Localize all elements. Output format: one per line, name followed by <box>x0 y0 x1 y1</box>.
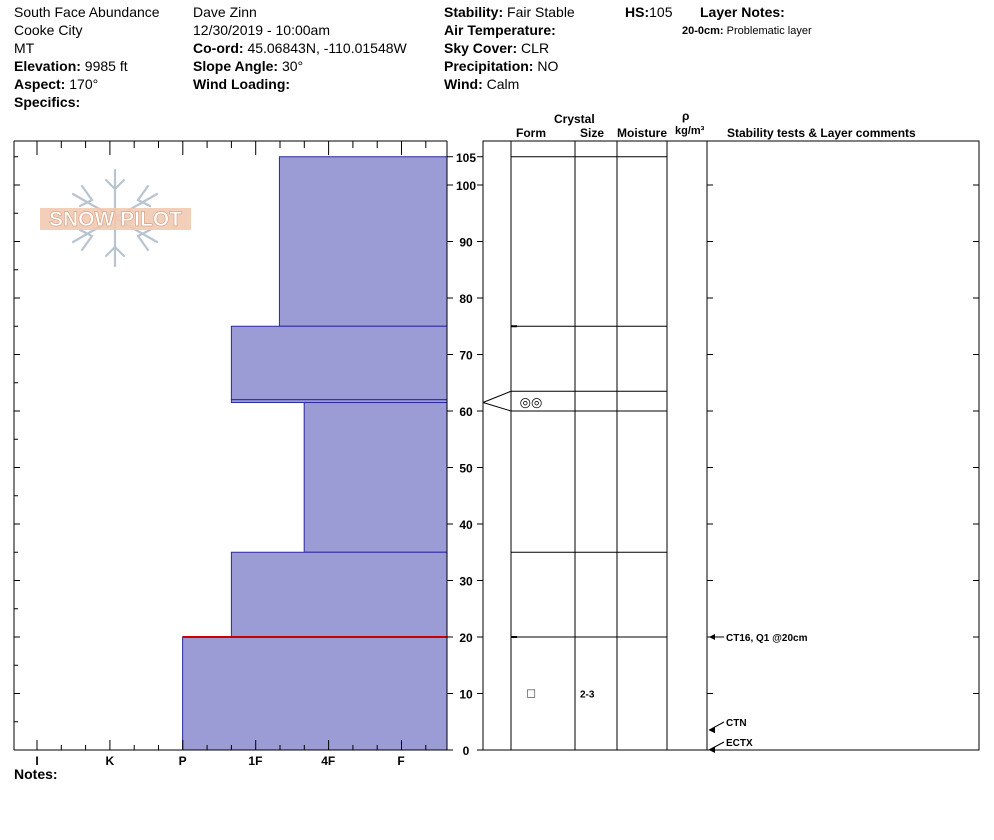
elevation-row: Elevation: 9985 ft <box>14 57 128 75</box>
hardness-tick-label: I <box>35 754 38 768</box>
stability-test-arrowhead <box>709 747 715 753</box>
height-tick-label: 50 <box>459 462 473 476</box>
height-tick-label: 70 <box>459 349 473 363</box>
height-tick-label: 80 <box>459 292 473 306</box>
layer-notes-label: Layer Notes: <box>700 4 785 20</box>
hardness-tick-label: P <box>179 754 187 768</box>
stability-test-pointer <box>708 721 725 731</box>
stability-value: Fair Stable <box>507 4 575 20</box>
wind-row: Wind: Calm <box>444 75 519 93</box>
stability-test-arrowhead <box>709 634 715 640</box>
stability-test-label: CT16, Q1 @20cm <box>726 633 808 644</box>
crystal-size-label: 2-3 <box>580 690 595 701</box>
coord-row: Co-ord: 45.06843N, -110.01548W <box>193 39 407 57</box>
hardness-layer-bar <box>182 636 448 751</box>
density-unit-header: kg/m³ <box>675 125 705 137</box>
specifics-label: Specifics: <box>14 94 81 110</box>
wind-loading-label: Wind Loading: <box>193 76 291 92</box>
crystal-panel-frame <box>482 140 980 751</box>
stability-label: Stability: <box>444 4 504 20</box>
sky-value: CLR <box>521 40 550 56</box>
aspect-row: Aspect: 170° <box>14 75 98 93</box>
hardness-layer-bar <box>230 325 448 401</box>
sky-row: Sky Cover: CLR <box>444 39 549 57</box>
stability-test-label: ECTX <box>726 738 753 749</box>
height-tick-label: 100 <box>456 179 476 193</box>
coord-value: 45.06843N, -110.01548W <box>247 40 407 56</box>
area-name: Cooke City <box>14 22 83 38</box>
crystal-header: Crystal <box>554 112 595 126</box>
sky-label: Sky Cover: <box>444 40 518 56</box>
stability-test-pointer <box>708 741 725 751</box>
hardness-tick-label: K <box>105 754 114 768</box>
hardness-tick-label: 1F <box>248 754 262 768</box>
snowpilot-logo: SNOW PILOT <box>40 168 191 268</box>
height-tick-label: 60 <box>459 405 473 419</box>
height-tick-label: 90 <box>459 236 473 250</box>
height-tick-label: 40 <box>459 518 473 532</box>
hardness-layer-bar <box>230 551 448 638</box>
height-tick-label: 10 <box>459 688 473 702</box>
observer-name: Dave Zinn <box>193 4 257 20</box>
layer-connector <box>482 390 512 403</box>
stability-test-arrowhead <box>709 727 715 734</box>
hardness-tick-label: F <box>397 754 404 768</box>
air-temp-label: Air Temperature: <box>444 22 556 38</box>
form-header: Form <box>516 126 546 140</box>
layer-note-depth: 20-0cm: <box>682 25 724 37</box>
notes-label: Notes: <box>14 766 58 782</box>
slope-row: Slope Angle: 30° <box>193 57 303 75</box>
elevation-value: 9985 ft <box>84 58 128 74</box>
aspect-value: 170° <box>69 76 99 92</box>
state-name: MT <box>14 40 35 56</box>
location-name: South Face Abundance <box>14 4 160 20</box>
height-tick-label: 30 <box>459 575 473 589</box>
layer-note-row: 20-0cm: Problematic layer <box>682 22 812 40</box>
stability-row: Stability: Fair Stable <box>444 3 575 21</box>
height-tick-label: 20 <box>459 631 473 645</box>
slope-value: 30° <box>281 58 304 74</box>
hs-label: HS: <box>625 4 650 20</box>
height-tick-label: 105 <box>456 151 476 165</box>
coord-label: Co-ord: <box>193 40 244 56</box>
observation-datetime: 12/30/2019 - 10:00am <box>193 22 330 38</box>
hs-row: HS:105 <box>625 3 672 21</box>
wind-value: Calm <box>486 76 520 92</box>
layer-note-text: Problematic layer <box>726 25 812 37</box>
hardness-layer-bar <box>303 402 448 553</box>
layer-connector <box>482 402 512 412</box>
slope-label: Slope Angle: <box>193 58 279 74</box>
stability-test-label: CTN <box>726 718 747 729</box>
crystal-form-symbol: □ <box>527 686 535 701</box>
stability-tests-header: Stability tests & Layer comments <box>727 126 916 140</box>
precip-row: Precipitation: NO <box>444 57 558 75</box>
hardness-layer-bar <box>278 156 448 327</box>
aspect-label: Aspect: <box>14 76 66 92</box>
size-header: Size <box>580 126 605 140</box>
precip-value: NO <box>537 58 559 74</box>
hs-value: 105 <box>649 4 673 20</box>
hardness-tick-label: 4F <box>321 754 335 768</box>
wind-label: Wind: <box>444 76 483 92</box>
precip-label: Precipitation: <box>444 58 534 74</box>
logo-text: SNOW PILOT <box>49 208 182 231</box>
moisture-header: Moisture <box>617 126 668 140</box>
crystal-form-symbol: ◎◎ <box>520 395 543 410</box>
rho-header: ρ <box>682 109 690 123</box>
height-tick-label: 0 <box>463 744 470 758</box>
elevation-label: Elevation: <box>14 58 81 74</box>
